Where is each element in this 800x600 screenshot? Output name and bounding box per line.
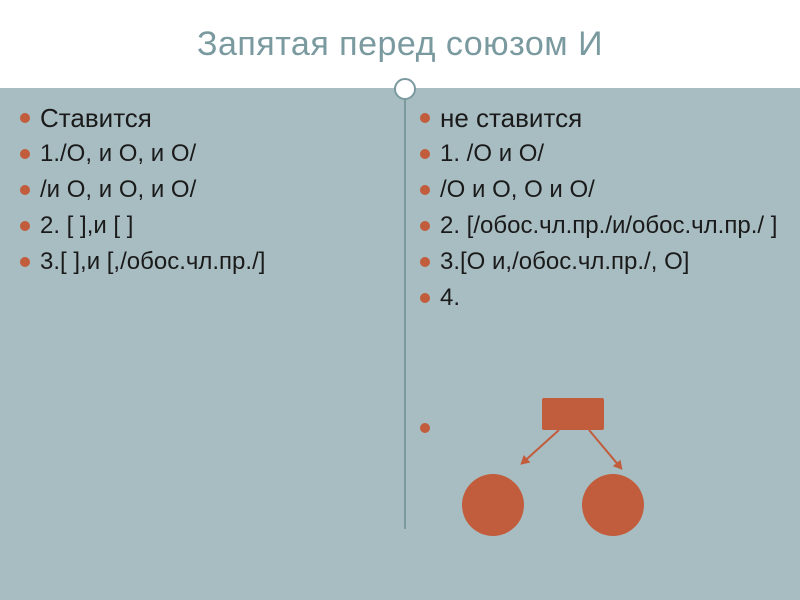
list-item: не ставится [420,102,790,136]
list-item: 1./О, и О, и О/ [20,138,390,172]
bullet-icon [20,149,30,159]
bullet-icon [420,257,430,267]
list-item: 4. [420,282,790,316]
bullet-icon [420,423,430,433]
item-text: /и О, и О, и О/ [40,174,196,206]
title-bar: Запятая перед союзом И [0,0,800,88]
list-item: /и О, и О, и О/ [20,174,390,208]
item-text: 2. [ ],и [ ] [40,210,133,242]
left-column: Ставится 1./О, и О, и О/ /и О, и О, и О/… [20,102,390,282]
item-text: 4. [440,282,460,314]
item-text: 1./О, и О, и О/ [40,138,196,170]
content-area: Ставится 1./О, и О, и О/ /и О, и О, и О/… [0,88,800,600]
slide-title: Запятая перед союзом И [197,25,603,64]
bullet-icon [420,149,430,159]
bullet-icon [420,221,430,231]
diagram-circle [462,474,524,536]
list-item: 1. /О и О/ [420,138,790,172]
bullet-icon [420,185,430,195]
list-item: 3.[О и,/обос.чл.пр./, О] [420,246,790,280]
list-item: 2. [/обос.чл.пр./и/обос.чл.пр./ ] [420,210,790,244]
slide: Запятая перед союзом И Ставится 1./О, и … [0,0,800,600]
bullet-icon [20,185,30,195]
bullet-icon [20,257,30,267]
item-text: 2. [/обос.чл.пр./и/обос.чл.пр./ ] [440,210,777,242]
item-text: 3.[О и,/обос.чл.пр./, О] [440,246,689,278]
right-column: не ставится 1. /О и О/ /О и О, О и О/ 2.… [420,102,790,448]
bullet-icon [420,113,430,123]
right-header: не ставится [440,102,582,134]
list-item: /О и О, О и О/ [420,174,790,208]
divider-circle-icon [394,78,416,100]
divider-line [404,99,406,529]
bullet-icon [20,221,30,231]
diagram-rect [542,398,604,430]
bullet-icon [20,113,30,123]
item-text: /О и О, О и О/ [440,174,595,206]
bullet-icon [420,293,430,303]
list-item: Ставится [20,102,390,136]
list-item: 3.[ ],и [,/обос.чл.пр./] [20,246,390,280]
list-item: 2. [ ],и [ ] [20,210,390,244]
left-header: Ставится [40,102,152,134]
list-item [420,412,790,446]
item-text: 3.[ ],и [,/обос.чл.пр./] [40,246,265,278]
diagram-circle [582,474,644,536]
item-text: 1. /О и О/ [440,138,544,170]
